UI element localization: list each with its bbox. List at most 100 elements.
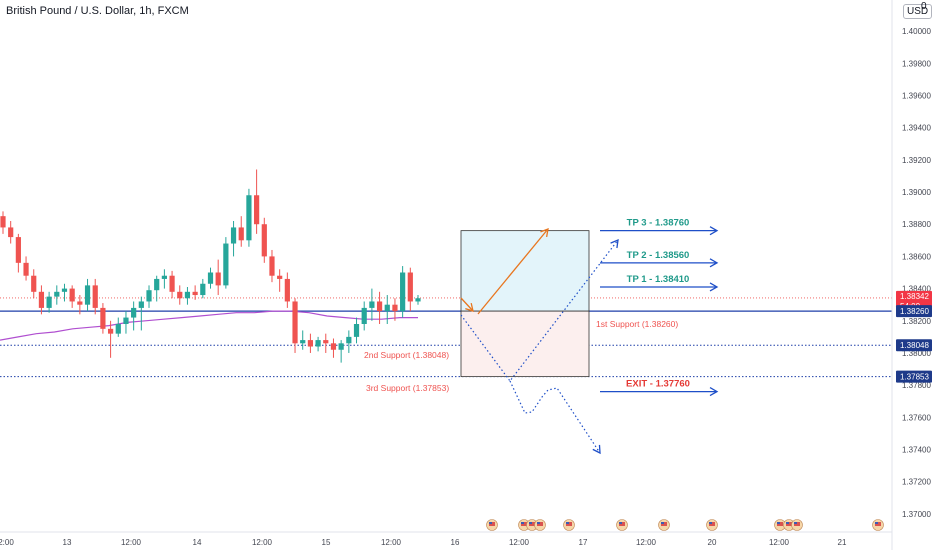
candle	[330, 338, 337, 358]
candle	[284, 272, 290, 308]
time-tick-label: 20	[708, 538, 717, 547]
price-tick-label: 1.39200	[902, 156, 931, 165]
level-price-tag-bg	[896, 370, 932, 383]
time-tick-label: 16	[451, 538, 460, 547]
support-label-1: 1st Support (1.38260)	[596, 319, 678, 329]
candle	[415, 295, 421, 305]
time-tick-label: 21	[838, 538, 847, 547]
price-axis[interactable]: 1.40000 1.39800 1.39600 1.39400 1.39200 1.390…	[891, 0, 932, 550]
candle	[376, 291, 383, 324]
support-levels-layer: 1st Support (1.38260) 2nd Support (1.3804…	[0, 297, 892, 393]
level-price-tag-bg	[896, 339, 932, 352]
candle-body	[384, 304, 390, 312]
candle	[8, 221, 14, 244]
flag-canton-icon	[777, 522, 780, 524]
candle-body	[369, 301, 375, 308]
candle	[61, 283, 68, 302]
economic-event-icon	[616, 519, 628, 531]
candle	[54, 285, 60, 305]
candle-body	[184, 291, 191, 299]
price-tick-label: 1.38800	[902, 220, 931, 229]
candle	[177, 285, 183, 305]
price-tick-label: 1.39600	[902, 91, 931, 100]
candle-body	[400, 272, 406, 312]
candle	[100, 303, 106, 334]
symbol-title[interactable]: British Pound / U.S. Dollar, 1h, FXCM	[6, 5, 189, 17]
candle-body	[361, 307, 367, 324]
candle	[146, 285, 152, 308]
orange-arrow-up	[477, 227, 549, 315]
candle-body	[353, 324, 360, 337]
flag-canton-icon	[794, 522, 797, 524]
support-label-3: 3rd Support (1.37853)	[366, 383, 449, 393]
flag-canton-icon	[521, 522, 524, 524]
currency-badge[interactable]: USD	[903, 4, 932, 19]
flag-canton-icon	[661, 522, 664, 524]
candle-body	[154, 278, 160, 291]
candle-body	[338, 343, 344, 350]
target-label-2: TP 2 - 1.38560	[627, 250, 690, 261]
drawings-layer: TP 3 - 1.38760 TP 2 - 1.38560 TP 1 - 1.384…	[460, 218, 719, 455]
price-tick-label: 1.37000	[902, 510, 931, 519]
candle-body	[61, 288, 68, 292]
candle-body	[169, 275, 175, 292]
price-tick-label: 1.39400	[902, 124, 931, 133]
candle-body	[69, 288, 75, 302]
candle-body	[23, 262, 29, 276]
candle-body	[138, 301, 144, 308]
projection-path-bearish	[509, 380, 601, 455]
candle	[346, 330, 352, 353]
candle-body	[307, 340, 314, 347]
time-tick-label: 12:00	[121, 538, 142, 547]
candle	[92, 278, 98, 315]
candle-body	[77, 301, 83, 305]
candle	[184, 286, 191, 305]
candle	[107, 320, 114, 358]
candle	[131, 301, 137, 331]
candle-body	[261, 224, 267, 257]
candle-body	[392, 304, 398, 312]
candle	[338, 340, 344, 363]
candle-body	[269, 256, 275, 276]
candle-body	[8, 227, 14, 238]
time-axis[interactable]: 2:00 13 12:00 14 12:00 15 12:00 16 12:00 17 12:00 2…	[0, 531, 892, 547]
economic-event-icon	[774, 519, 786, 531]
candle	[407, 267, 413, 312]
candle-body	[207, 272, 214, 284]
candle-body	[115, 324, 121, 334]
flag-canton-icon	[566, 522, 569, 524]
flag-canton-icon	[875, 522, 878, 524]
candle-body	[292, 301, 298, 344]
candle-body	[0, 216, 6, 228]
price-tick-label: 1.37800	[902, 381, 931, 390]
candle-body	[84, 285, 91, 305]
candle	[46, 291, 52, 313]
candle	[238, 216, 244, 247]
candle-body	[200, 283, 206, 296]
price-tick-label: 1.40000	[902, 27, 931, 36]
price-tick-label: 1.38400	[902, 285, 931, 294]
candle-body	[192, 291, 198, 296]
candle-body	[31, 275, 37, 292]
candle-body	[230, 227, 237, 244]
profit-zone	[460, 230, 590, 312]
economic-event-icon	[486, 519, 498, 531]
candle	[38, 285, 45, 315]
price-tick-label: 1.38600	[902, 252, 931, 261]
flag-canton-icon	[786, 522, 789, 524]
target-label-4: EXIT - 1.37760	[626, 379, 690, 390]
candle	[115, 317, 121, 337]
candle	[161, 269, 167, 289]
time-tick-label: 12:00	[769, 538, 790, 547]
economic-event-icon	[563, 519, 575, 531]
candle-body	[46, 296, 52, 308]
candle-body	[323, 340, 329, 344]
candle	[353, 317, 360, 344]
candle	[77, 295, 83, 315]
candle	[277, 269, 283, 292]
candle	[200, 278, 206, 299]
candle	[123, 311, 129, 334]
time-tick-label: 17	[579, 538, 588, 547]
candle	[361, 301, 367, 331]
